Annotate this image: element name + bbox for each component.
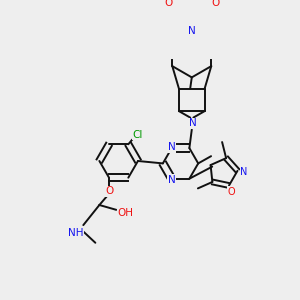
Text: O: O <box>164 0 172 8</box>
Text: N: N <box>188 26 196 36</box>
Text: N: N <box>168 142 176 152</box>
Text: O: O <box>228 187 235 197</box>
Text: OH: OH <box>117 208 133 218</box>
Text: N: N <box>189 118 196 128</box>
Text: O: O <box>212 0 220 8</box>
Text: N: N <box>240 167 247 177</box>
Text: N: N <box>168 175 176 184</box>
Text: Cl: Cl <box>133 130 143 140</box>
Text: NH: NH <box>68 228 83 238</box>
Text: O: O <box>106 186 114 197</box>
